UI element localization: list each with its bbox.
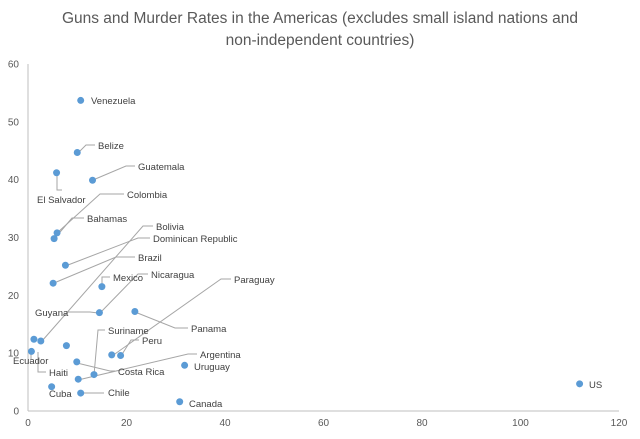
y-tick-label: 50 — [8, 117, 20, 128]
point-uruguay — [181, 361, 189, 369]
point-canada — [176, 398, 184, 406]
leader-belize — [78, 144, 95, 153]
point-panama — [131, 308, 139, 316]
point-mexico — [98, 283, 106, 291]
point-bahamas — [50, 235, 58, 243]
label-belize: Belize — [98, 141, 124, 152]
point-brazil — [49, 279, 57, 287]
leader-suriname — [93, 329, 105, 376]
leader-peru — [120, 339, 139, 357]
label-bolivia: Bolivia — [156, 222, 185, 233]
point-haiti — [62, 342, 70, 350]
label-colombia: Colombia — [127, 190, 168, 201]
chart-title-line-1: Guns and Murder Rates in the Americas (e… — [61, 10, 579, 27]
label-uruguay: Uruguay — [194, 362, 230, 373]
leader-paraguay — [111, 278, 231, 357]
label-venezuela: Venezuela — [91, 96, 136, 107]
label-chile: Chile — [108, 388, 130, 399]
x-tick-label: 20 — [121, 418, 133, 429]
label-ecuador: Ecuador — [13, 356, 48, 367]
point-bolivia — [37, 337, 45, 345]
leader-costa-rica — [76, 362, 115, 372]
leader-guatemala — [92, 165, 135, 181]
label-peru: Peru — [142, 336, 162, 347]
data-points — [27, 96, 584, 406]
label-canada: Canada — [189, 399, 223, 410]
label-nicaragua: Nicaragua — [151, 270, 195, 281]
label-suriname: Suriname — [108, 326, 149, 337]
point-guyana — [30, 335, 38, 343]
point-suriname — [90, 371, 98, 379]
point-guatemala — [89, 176, 97, 184]
point-peru — [117, 351, 125, 359]
point-argentina — [74, 375, 82, 383]
point-us — [576, 380, 584, 388]
point-ecuador — [27, 347, 35, 355]
leader-brazil — [53, 256, 135, 284]
label-cuba: Cuba — [49, 389, 72, 400]
point-paraguay — [108, 351, 116, 359]
label-argentina: Argentina — [200, 350, 241, 361]
leader-haiti — [37, 352, 46, 373]
data-labels: Venezuela Belize Guatemala El Salvador Colom… — [13, 96, 602, 410]
point-cuba — [48, 383, 56, 391]
point-dominican-republic — [61, 261, 69, 269]
point-colombia — [53, 229, 61, 237]
label-paraguay: Paraguay — [234, 275, 275, 286]
label-bahamas: Bahamas — [87, 214, 127, 225]
leader-nicaragua — [99, 273, 148, 314]
label-dominican-republic: Dominican Republic — [153, 234, 238, 245]
x-tick-label: 100 — [512, 418, 529, 429]
axis-ticks: 0 20 40 60 80 100 120 0 10 20 30 40 50 60 — [8, 60, 628, 430]
chart-title-line-2: non-independent countries) — [225, 32, 415, 49]
chart-title: Guns and Murder Rates in the Americas (e… — [20, 8, 620, 52]
point-belize — [73, 148, 81, 156]
label-panama: Panama — [191, 324, 227, 335]
x-tick-label: 40 — [219, 418, 231, 429]
leader-panama — [134, 311, 188, 329]
leader-dominican-republic — [67, 237, 150, 266]
label-guatemala: Guatemala — [138, 162, 185, 173]
label-mexico: Mexico — [113, 273, 143, 284]
x-tick-label: 80 — [416, 418, 428, 429]
label-haiti: Haiti — [49, 368, 68, 379]
leader-guyana — [68, 311, 99, 314]
leader-colombia — [56, 193, 124, 234]
point-venezuela — [77, 96, 85, 104]
point-nicaragua — [95, 309, 103, 317]
point-chile — [77, 389, 85, 397]
leader-bolivia — [41, 225, 153, 342]
y-tick-label: 40 — [8, 175, 20, 186]
point-el-salvador — [53, 169, 61, 177]
label-el-salvador: El Salvador — [37, 195, 86, 206]
y-tick-label: 0 — [13, 407, 19, 418]
x-tick-label: 60 — [318, 418, 330, 429]
label-guyana: Guyana — [35, 308, 69, 319]
y-tick-label: 20 — [8, 291, 20, 302]
label-us: US — [589, 380, 602, 391]
y-tick-label: 30 — [8, 233, 20, 244]
point-costa-rica — [73, 358, 81, 366]
leader-bahamas — [54, 217, 84, 239]
x-tick-label: 0 — [25, 418, 31, 429]
leader-el-salvador — [56, 174, 62, 191]
y-tick-label: 60 — [8, 60, 20, 71]
x-tick-label: 120 — [611, 418, 628, 429]
y-tick-label: 10 — [8, 349, 20, 360]
label-costa-rica: Costa Rica — [118, 367, 165, 378]
label-brazil: Brazil — [138, 253, 162, 264]
